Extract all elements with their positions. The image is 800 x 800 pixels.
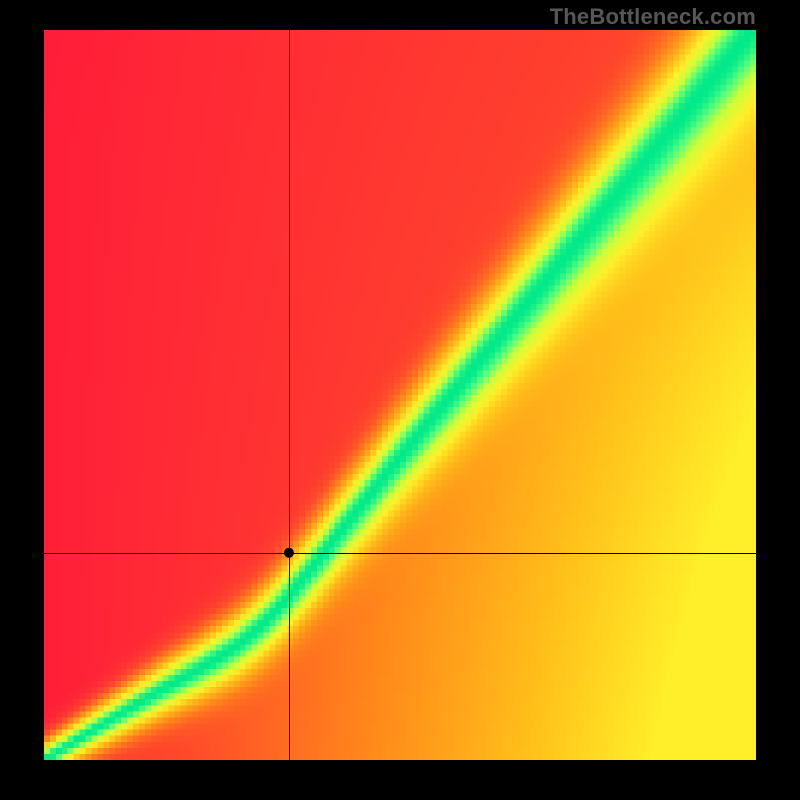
watermark-text: TheBottleneck.com	[550, 4, 756, 30]
bottleneck-heatmap	[44, 30, 756, 760]
chart-container: TheBottleneck.com	[0, 0, 800, 800]
